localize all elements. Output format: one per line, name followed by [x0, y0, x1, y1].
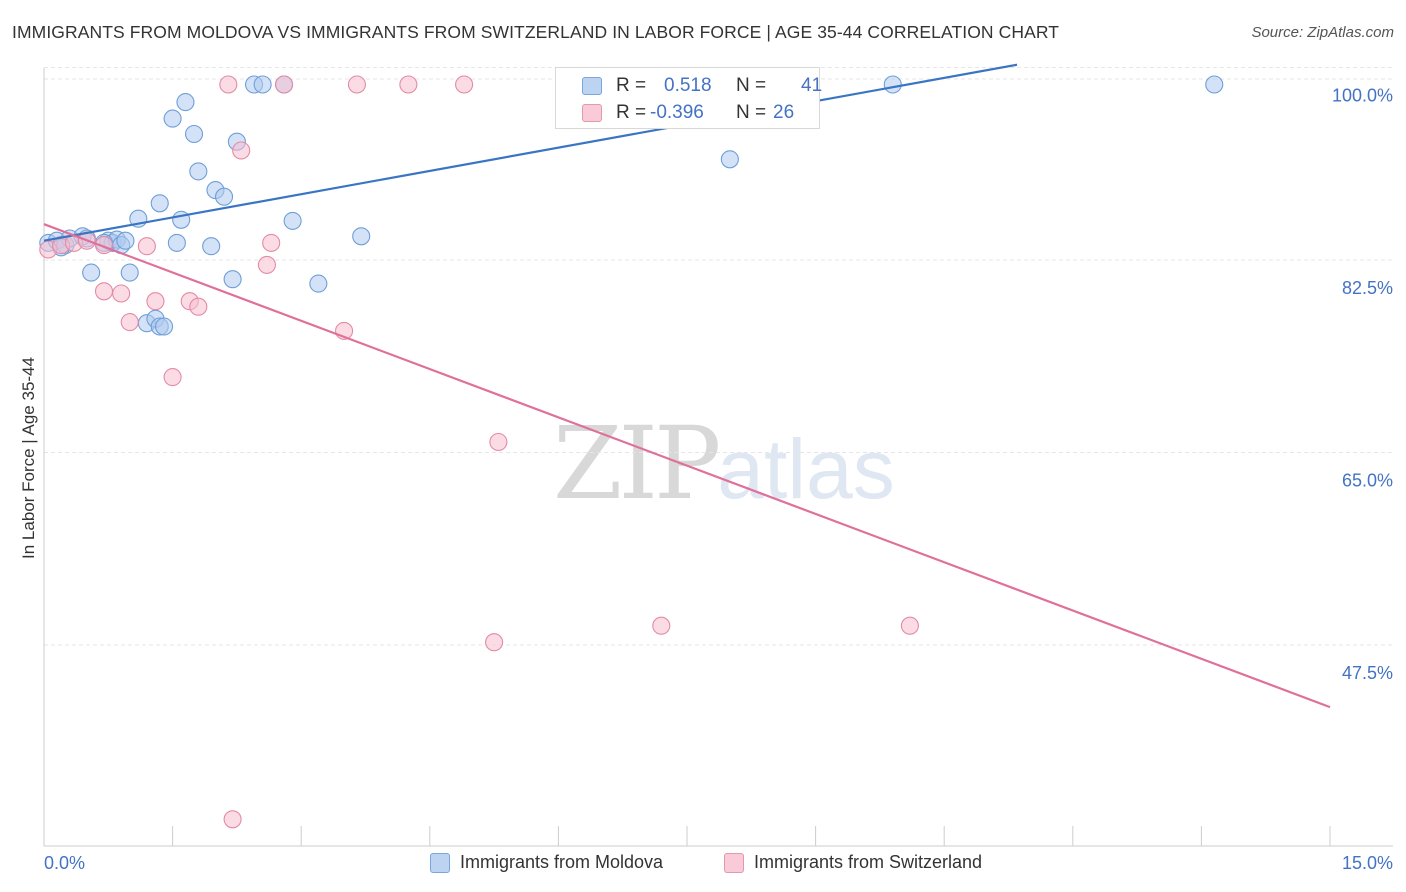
moldova-trend-line: [43, 63, 1018, 242]
axes: [43, 68, 1393, 847]
legend-n-value: 41: [801, 75, 823, 96]
legend-r-label: R =: [616, 102, 647, 123]
moldova-point: [184, 124, 204, 144]
legend-label-switzerland: Immigrants from Switzerland: [754, 852, 983, 872]
legend-r-value: 0.518: [664, 75, 712, 96]
switzerland-point: [112, 284, 131, 303]
switzerland-point: [223, 810, 242, 829]
switzerland-point: [275, 75, 294, 94]
switzerland-point: [485, 633, 504, 652]
moldova-point: [283, 211, 302, 230]
switzerland-point: [455, 75, 474, 94]
moldova-point: [116, 231, 135, 250]
moldova-point: [214, 187, 234, 206]
switzerland-point: [163, 368, 182, 387]
switzerland-point: [219, 75, 238, 94]
watermark-atlas: atlas: [717, 422, 895, 516]
switzerland-point: [257, 255, 276, 274]
data-points: [39, 75, 1224, 829]
watermark: ZIPatlas: [553, 405, 895, 522]
moldova-point: [202, 237, 221, 256]
moldova-point: [176, 93, 195, 112]
switzerland-trend-line: [43, 223, 1331, 709]
x-tick-label: 15.0%: [1342, 853, 1393, 873]
switzerland-point: [146, 292, 165, 311]
moldova-point: [150, 194, 169, 213]
series-legend: Immigrants from Moldova Immigrants from …: [0, 852, 1406, 878]
trend-lines: [43, 63, 1331, 709]
switzerland-point: [900, 616, 919, 635]
x-tick-label: 0.0%: [44, 853, 85, 873]
moldova-point: [720, 150, 739, 169]
legend-n-label: N =: [736, 75, 767, 96]
legend-n-label: N =: [736, 102, 767, 123]
switzerland-point: [347, 75, 366, 94]
watermark-zip: ZIP: [553, 405, 721, 522]
moldova-swatch: [582, 77, 602, 95]
source-credit: Source: ZipAtlas.com: [1251, 24, 1394, 41]
moldova-point: [189, 162, 208, 181]
switzerland-legend-swatch: [724, 853, 744, 873]
switzerland-point: [120, 313, 139, 332]
moldova-point: [154, 317, 174, 336]
legend-label-moldova: Immigrants from Moldova: [460, 852, 664, 872]
moldova-point: [352, 227, 371, 246]
y-tick-label: 82.5%: [1342, 278, 1393, 298]
moldova-point: [253, 75, 272, 94]
switzerland-point: [489, 432, 508, 452]
moldova-point: [82, 263, 101, 282]
switzerland-point: [189, 297, 208, 316]
switzerland-point: [652, 616, 671, 635]
switzerland-swatch: [582, 104, 602, 122]
chart-title: IMMIGRANTS FROM MOLDOVA VS IMMIGRANTS FR…: [12, 22, 1060, 42]
stats-legend: R = 0.518 N = 41 R = -0.396 N = 26: [555, 67, 823, 129]
switzerland-point: [232, 141, 251, 160]
switzerland-point: [94, 282, 114, 301]
y-tick-label: 47.5%: [1342, 663, 1393, 683]
legend-r-value: -0.396: [650, 102, 704, 123]
legend-r-label: R =: [616, 75, 647, 96]
moldova-point: [1205, 75, 1224, 94]
switzerland-point: [262, 233, 281, 252]
moldova-legend-swatch: [430, 853, 450, 873]
y-tick-label: 100.0%: [1332, 86, 1393, 106]
moldova-point: [309, 274, 328, 293]
moldova-point: [167, 233, 186, 252]
legend-n-value: 26: [773, 102, 795, 123]
tick-labels: 100.0% 82.5% 65.0% 47.5% 0.0% 15.0%: [44, 86, 1393, 874]
moldova-point: [120, 263, 139, 282]
y-tick-label: 65.0%: [1342, 471, 1393, 491]
moldova-point: [163, 109, 182, 128]
switzerland-point: [137, 237, 156, 256]
y-axis-label: In Labor Force | Age 35-44: [19, 357, 38, 559]
switzerland-point: [399, 75, 418, 94]
moldova-point: [883, 75, 902, 94]
moldova-point: [223, 270, 242, 289]
